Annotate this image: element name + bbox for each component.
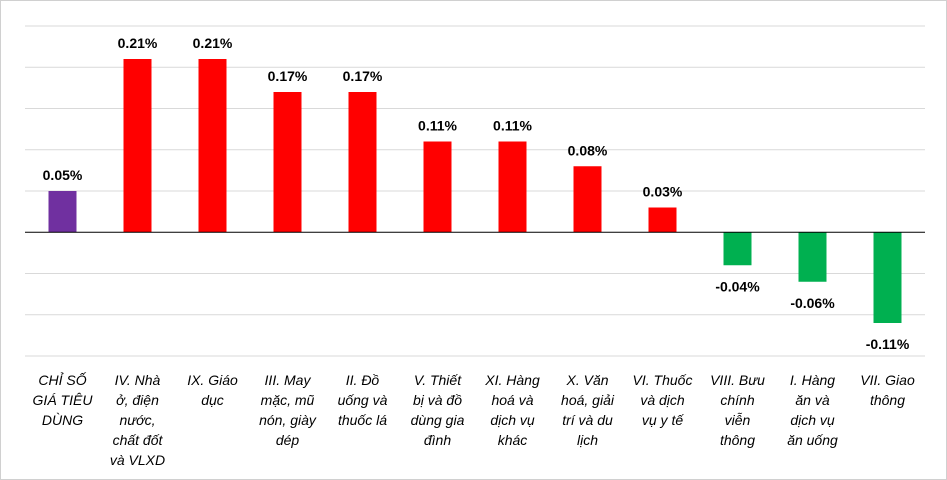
category-label-line: dùng gia (411, 412, 465, 428)
data-label: -0.11% (866, 336, 910, 352)
bar (798, 232, 827, 282)
category-label-line: dịch vụ (790, 412, 835, 428)
category-label-line: III. May (265, 372, 312, 388)
data-label: 0.11% (418, 118, 457, 134)
data-label: 0.05% (43, 167, 83, 183)
category-label-line: dịch vụ (490, 412, 535, 428)
category-label-line: và VLXD (110, 452, 165, 468)
category-label-line: IX. Giáo (187, 372, 238, 388)
category-label-line: ở, điện (116, 392, 159, 408)
category-label-line: VIII. Bưu (710, 372, 765, 388)
category-label: VIII. Bưu chính viễn thông (710, 372, 765, 448)
category-label-line: thông (720, 432, 755, 448)
bar (873, 232, 902, 323)
category-label-line: thông (870, 392, 905, 408)
category-label-line: lịch (577, 432, 598, 448)
data-labels: 0.05% 0.21% 0.21% 0.17% 0.17% 0.11% 0.11% 0.08%… (43, 35, 910, 352)
data-label: -0.06% (790, 295, 835, 311)
data-label: 0.08% (568, 142, 608, 158)
bar (423, 141, 452, 233)
category-label-line: nước, (119, 412, 155, 428)
category-label-line: IV. Nhà (115, 372, 161, 388)
category-label-line: hoá, giải (561, 392, 615, 408)
category-label-line: vụ y tế (642, 412, 684, 428)
category-label: VI. Thuốc và dịch vụ y tế (633, 372, 693, 428)
category-label: VII. Giao thông (860, 372, 915, 408)
bar (198, 59, 227, 233)
data-label: 0.11% (493, 118, 532, 134)
bar (348, 92, 377, 233)
category-labels: CHỈ SỐ GIÁ TIÊU DÙNG IV. Nhà ở, điện nước, chấ… (33, 371, 915, 468)
category-label: II. Đồ uống và thuốc lá (338, 372, 388, 428)
category-label-line: ăn uống (787, 432, 838, 448)
category-label-line: X. Văn (565, 372, 608, 388)
category-label-line: khác (498, 432, 528, 448)
category-label-line: DÙNG (42, 412, 83, 428)
data-label: 0.17% (343, 68, 383, 84)
category-label-line: mặc, mũ (261, 392, 315, 408)
bar (273, 92, 302, 233)
data-label: 0.21% (193, 35, 233, 51)
category-label: IV. Nhà ở, điện nước, chất đốt và VLXD (110, 372, 165, 468)
category-label-line: II. Đồ (346, 372, 380, 388)
category-label-line: nón, giày (259, 412, 317, 428)
category-label: V. Thiết bị và đồ dùng gia đình (411, 372, 465, 448)
data-label: 0.03% (643, 184, 683, 200)
category-label-line: hoá và (491, 392, 533, 408)
category-label: III. May mặc, mũ nón, giày dép (259, 372, 317, 448)
category-label-line: trí và du (562, 412, 613, 428)
bars (48, 59, 902, 323)
bar (123, 59, 152, 233)
category-label-line: V. Thiết (414, 372, 462, 388)
category-label-line: đình (424, 432, 451, 448)
category-label-line: dép (276, 432, 300, 448)
data-label: -0.04% (715, 278, 760, 294)
bar (648, 207, 677, 233)
bar (723, 232, 752, 266)
category-label-line: dục (201, 392, 224, 408)
category-label-line: uống và (338, 392, 388, 408)
category-label-line: VI. Thuốc (633, 372, 693, 388)
category-label: I. Hàng ăn và dịch vụ ăn uống (787, 372, 838, 448)
category-label-line: XI. Hàng (484, 372, 540, 388)
category-label: IX. Giáo dục (187, 372, 238, 408)
gridlines (25, 25, 925, 357)
category-label-line: GIÁ TIÊU (33, 392, 94, 408)
data-label: 0.17% (268, 68, 308, 84)
category-label-line: chính (720, 392, 754, 408)
bar (573, 166, 602, 233)
data-label: 0.21% (118, 35, 158, 51)
bar (498, 141, 527, 233)
category-label-line: viễn (725, 412, 751, 428)
category-label: XI. Hàng hoá và dịch vụ khác (484, 372, 540, 448)
category-label-line: chất đốt (113, 432, 164, 448)
category-label-line: I. Hàng (790, 372, 835, 388)
category-label: X. Văn hoá, giải trí và du lịch (561, 372, 615, 448)
bar (48, 191, 77, 233)
category-label-line: CHỈ SỐ (38, 371, 86, 388)
category-label-line: VII. Giao (860, 372, 915, 388)
category-label-line: ăn và (795, 392, 829, 408)
category-label: CHỈ SỐ GIÁ TIÊU DÙNG (33, 371, 94, 428)
category-label-line: bị và đồ (413, 392, 462, 408)
category-label-line: thuốc lá (338, 412, 387, 428)
category-label-line: và dịch (640, 392, 685, 408)
